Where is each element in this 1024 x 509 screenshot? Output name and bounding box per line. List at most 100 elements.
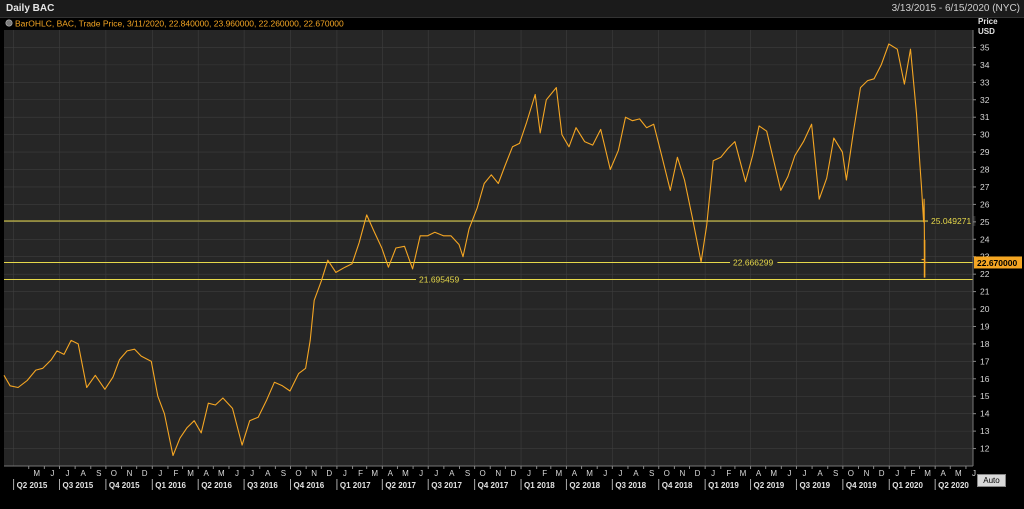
quarter-tick-label: Q3 2016 xyxy=(247,481,278,490)
month-tick-label: N xyxy=(495,469,501,478)
month-tick-label: M xyxy=(555,469,562,478)
plot-area[interactable] xyxy=(4,30,973,466)
month-tick-label: S xyxy=(833,469,838,478)
month-tick-label: D xyxy=(326,469,332,478)
month-tick-label: D xyxy=(142,469,148,478)
month-tick-label: J xyxy=(787,469,791,478)
level-label-bg xyxy=(416,274,464,285)
chart-title: Daily BAC xyxy=(6,3,55,14)
axis-title-currency: USD xyxy=(978,27,995,36)
quarter-tick-label: Q4 2015 xyxy=(109,481,140,490)
grid xyxy=(4,30,973,466)
series-line-bac xyxy=(3,43,926,457)
quarter-tick-label: Q2 2020 xyxy=(938,481,969,490)
month-tick-label: M xyxy=(924,469,931,478)
month-tick-label: J xyxy=(250,469,254,478)
month-tick-label: S xyxy=(649,469,654,478)
month-tick-label: M xyxy=(33,469,40,478)
date-range: 3/13/2015 - 6/15/2020 (NYC) xyxy=(891,3,1020,14)
month-tick-label: A xyxy=(633,469,639,478)
month-tick-label: J xyxy=(603,469,607,478)
y-tick-label: 24 xyxy=(980,234,990,244)
month-tick-label: N xyxy=(311,469,317,478)
month-tick-label: J xyxy=(419,469,423,478)
y-tick-label: 16 xyxy=(980,374,990,384)
month-tick-label: A xyxy=(449,469,455,478)
month-tick-label: J xyxy=(65,469,69,478)
y-tick-label: 28 xyxy=(980,165,990,175)
legend-label: BarOHLC, BAC, Trade Price, 3/11/2020, 22… xyxy=(15,19,344,29)
y-tick-label: 20 xyxy=(980,304,990,314)
month-tick-label: F xyxy=(910,469,915,478)
level-label-bg xyxy=(730,257,778,268)
auto-scale-button[interactable]: Auto xyxy=(977,474,1006,487)
month-tick-label: J xyxy=(802,469,806,478)
quarter-tick-label: Q3 2018 xyxy=(615,481,646,490)
quarter-tick-label: Q2 2017 xyxy=(385,481,416,490)
month-tick-label: M xyxy=(187,469,194,478)
month-tick-label: J xyxy=(235,469,239,478)
y-tick-label: 13 xyxy=(980,426,990,436)
month-tick-label: S xyxy=(465,469,470,478)
month-tick-label: A xyxy=(756,469,762,478)
month-tick-label: S xyxy=(96,469,101,478)
y-tick-label: 33 xyxy=(980,77,990,87)
quarter-tick-label: Q1 2019 xyxy=(708,481,739,490)
y-tick-label: 31 xyxy=(980,112,990,122)
quarter-tick-label: Q2 2015 xyxy=(17,481,48,490)
y-tick-label: 29 xyxy=(980,147,990,157)
level-label: 21.695459 xyxy=(419,274,459,284)
month-tick-label: N xyxy=(864,469,870,478)
quarter-tick-label: Q3 2015 xyxy=(62,481,93,490)
legend: BarOHLC, BAC, Trade Price, 3/11/2020, 22… xyxy=(5,19,344,29)
quarter-tick-label: Q3 2019 xyxy=(799,481,830,490)
last-price-tag xyxy=(974,256,1022,269)
y-tick-label: 26 xyxy=(980,199,990,209)
month-tick-label: M xyxy=(218,469,225,478)
month-tick-label: F xyxy=(726,469,731,478)
month-tick-label: A xyxy=(388,469,394,478)
month-tick-label: N xyxy=(679,469,685,478)
quarter-tick-label: Q2 2019 xyxy=(754,481,785,490)
y-tick-label: 30 xyxy=(980,130,990,140)
axis-title-price: Price xyxy=(978,18,998,26)
last-price-label: 22.670000 xyxy=(977,258,1017,268)
y-tick-label: 21 xyxy=(980,287,990,297)
quarter-tick-label: Q2 2016 xyxy=(201,481,232,490)
month-tick-label: M xyxy=(770,469,777,478)
quarter-tick-label: Q3 2017 xyxy=(431,481,462,490)
y-tick-label: 32 xyxy=(980,95,990,105)
level-lines: 25.049271 22.666299 21.695459 xyxy=(4,215,976,285)
month-tick-label: N xyxy=(127,469,133,478)
chart-panel[interactable]: 25.049271 22.666299 21.695459 12 13 14 15 16 17… xyxy=(0,17,1024,504)
month-tick-label: J xyxy=(618,469,622,478)
month-tick-label: J xyxy=(895,469,899,478)
quarter-tick-label: Q1 2018 xyxy=(524,481,555,490)
month-tick-label: M xyxy=(955,469,962,478)
month-tick-label: O xyxy=(111,469,117,478)
y-tick-label: 34 xyxy=(980,60,990,70)
price-chart[interactable]: 25.049271 22.666299 21.695459 12 13 14 15 16 17… xyxy=(0,17,1024,504)
y-tick-label: 17 xyxy=(980,356,990,366)
month-tick-label: A xyxy=(572,469,578,478)
month-tick-label: O xyxy=(848,469,854,478)
month-tick-label: D xyxy=(695,469,701,478)
y-tick-label: 14 xyxy=(980,409,990,419)
month-tick-label: O xyxy=(480,469,486,478)
y-tick-label: 19 xyxy=(980,321,990,331)
quarter-tick-label: Q2 2018 xyxy=(569,481,600,490)
y-tick-label: 35 xyxy=(980,42,990,52)
month-tick-label: A xyxy=(80,469,86,478)
level-label: 22.666299 xyxy=(733,258,773,268)
month-tick-label: A xyxy=(265,469,271,478)
month-tick-label: M xyxy=(586,469,593,478)
month-tick-label: J xyxy=(50,469,54,478)
quarter-tick-label: Q4 2016 xyxy=(294,481,325,490)
title-bar: Daily BAC 3/13/2015 - 6/15/2020 (NYC) xyxy=(0,0,1024,18)
y-tick-label: 12 xyxy=(980,444,990,454)
quarter-tick-label: Q4 2019 xyxy=(846,481,877,490)
month-tick-label: O xyxy=(664,469,670,478)
month-tick-label: J xyxy=(343,469,347,478)
quarter-tick-label: Q4 2018 xyxy=(662,481,693,490)
month-tick-label: J xyxy=(972,469,976,478)
